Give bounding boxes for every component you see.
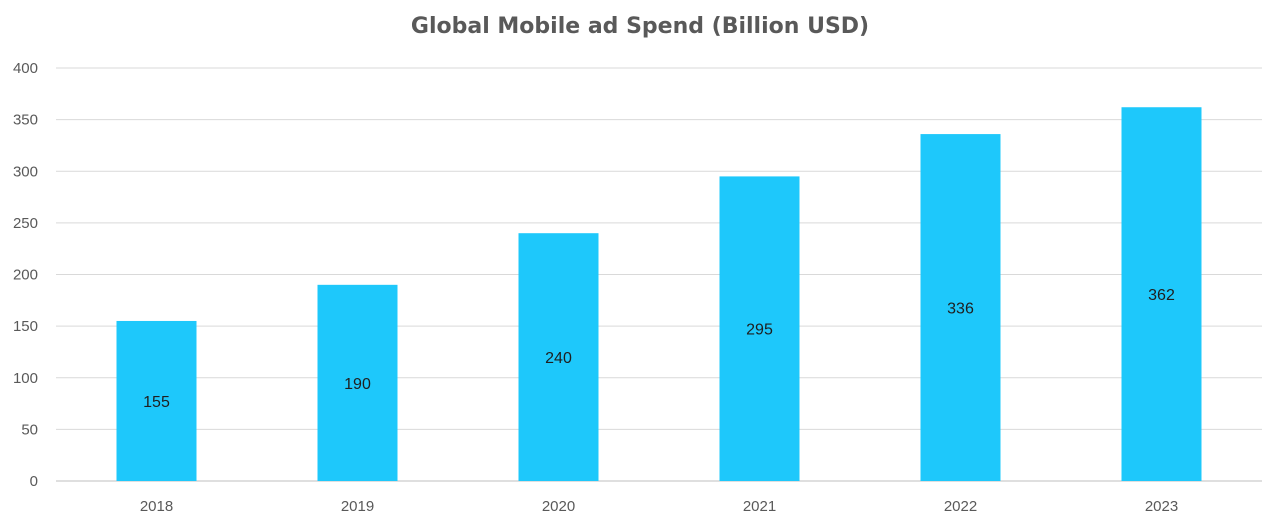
bar [719, 176, 800, 481]
x-tick-label: 2022 [944, 498, 977, 515]
y-tick-label: 250 [13, 215, 38, 232]
y-tick-label: 100 [13, 370, 38, 387]
bar [116, 320, 197, 481]
y-tick-label: 200 [13, 267, 38, 284]
x-tick-label: 2023 [1145, 498, 1178, 515]
x-tick-label: 2018 [140, 498, 173, 515]
chart-title: Global Mobile ad Spend (Billion USD) [410, 14, 870, 39]
x-tick-label: 2021 [743, 498, 776, 515]
bar [317, 284, 398, 481]
y-tick-label: 350 [13, 112, 38, 129]
data-label: 295 [746, 322, 773, 339]
y-tick-label: 150 [13, 318, 38, 335]
data-label: 155 [143, 394, 170, 411]
x-tick-label: 2020 [542, 498, 575, 515]
data-label: 336 [947, 301, 974, 318]
bar [1121, 107, 1202, 482]
y-tick-label: 50 [21, 421, 38, 438]
bar [518, 233, 599, 481]
y-tick-label: 400 [13, 60, 38, 77]
y-tick-label: 300 [13, 163, 38, 180]
data-label: 240 [545, 350, 572, 367]
data-label: 190 [344, 376, 371, 393]
y-tick-label: 0 [30, 473, 38, 490]
data-label: 362 [1148, 287, 1175, 304]
bar [920, 134, 1001, 481]
x-tick-label: 2019 [341, 498, 374, 515]
